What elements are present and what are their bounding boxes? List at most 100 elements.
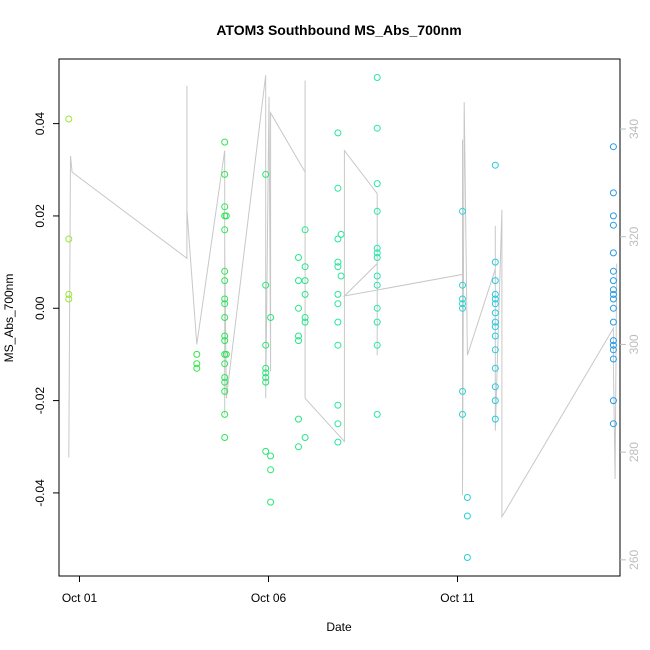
data-point (373, 124, 381, 132)
data-point (373, 74, 381, 81)
data-point (337, 272, 345, 280)
x-tick-label: Oct 11 (440, 591, 475, 605)
data-point (609, 397, 617, 405)
data-point (221, 337, 229, 345)
data-point (221, 378, 229, 386)
data-point (334, 318, 342, 326)
data-point (334, 401, 342, 409)
data-point (463, 494, 471, 501)
plot-frame (58, 58, 621, 577)
data-point (262, 374, 270, 381)
data-point (609, 189, 617, 197)
data-point (373, 272, 381, 280)
data-point (193, 364, 201, 372)
data-point (491, 323, 499, 331)
data-point (295, 304, 302, 312)
data-point (491, 277, 499, 285)
data-point (334, 129, 342, 137)
data-point (334, 438, 342, 446)
data-point (373, 207, 381, 215)
data-point (221, 387, 229, 395)
data-point (301, 434, 309, 441)
data-point (295, 332, 302, 340)
data-point (609, 341, 617, 349)
data-point (301, 290, 309, 298)
data-point (609, 212, 617, 220)
data-point (609, 267, 617, 275)
data-point (609, 286, 617, 294)
data-point (267, 314, 275, 321)
data-point (459, 295, 466, 303)
data-point (295, 254, 302, 261)
data-point (262, 364, 270, 372)
data-point (373, 281, 381, 289)
data-point (459, 387, 466, 395)
data-point (491, 397, 499, 405)
data-point (301, 277, 309, 285)
data-point (373, 410, 381, 418)
data-point (295, 415, 302, 423)
data-point (221, 138, 229, 146)
data-point (301, 314, 309, 321)
data-point (491, 332, 499, 340)
altitude-series (68, 75, 618, 519)
data-point (334, 420, 342, 428)
data-point (491, 295, 499, 303)
data-point (609, 277, 617, 285)
data-point (609, 346, 617, 354)
x-axis-label: Date (326, 620, 352, 634)
data-point (459, 300, 466, 308)
data-point (221, 374, 229, 381)
data-point (491, 364, 499, 372)
data-point (221, 203, 229, 211)
data-point (491, 300, 499, 308)
data-point (373, 244, 381, 252)
y-tick-label: -0.04 (33, 479, 47, 507)
data-point (221, 314, 229, 321)
data-point (334, 341, 342, 349)
data-point (334, 258, 342, 266)
data-point (221, 332, 229, 340)
altitude-line (68, 75, 618, 519)
data-point (609, 337, 617, 345)
data-point (334, 300, 342, 308)
data-point (221, 434, 229, 441)
data-point (491, 318, 499, 326)
data-point (373, 304, 381, 312)
data-point (609, 318, 617, 326)
data-point (337, 230, 345, 238)
data-point (221, 267, 229, 275)
data-point (221, 410, 229, 418)
y-tick-label: 0.00 (33, 296, 47, 320)
chart-title: ATOM3 Southbound MS_Abs_700nm (216, 22, 461, 38)
y2-tick-label: 260 (627, 549, 641, 569)
data-point (193, 350, 201, 358)
data-point (609, 221, 617, 229)
data-point (295, 443, 302, 451)
data-point (459, 207, 466, 215)
data-point (221, 360, 229, 368)
data-point (193, 360, 201, 368)
y-tick-label: -0.02 (33, 387, 47, 415)
data-point (491, 383, 499, 391)
data-point (65, 290, 73, 298)
data-point (65, 235, 73, 243)
data-point (491, 161, 499, 169)
y2-tick-label: 340 (627, 119, 641, 139)
data-point (65, 115, 73, 123)
data-point (459, 410, 466, 418)
data-point (491, 346, 499, 354)
x-tick-label: Oct 06 (251, 591, 287, 605)
data-point (221, 300, 229, 308)
data-point (262, 341, 270, 349)
data-point (221, 295, 229, 303)
data-point (334, 235, 342, 243)
data-point (221, 226, 229, 234)
data-point (221, 277, 229, 285)
data-point (491, 415, 499, 423)
y2-tick-label: 280 (627, 442, 641, 462)
data-point (373, 254, 381, 261)
data-point (295, 337, 302, 345)
data-point (491, 290, 499, 298)
